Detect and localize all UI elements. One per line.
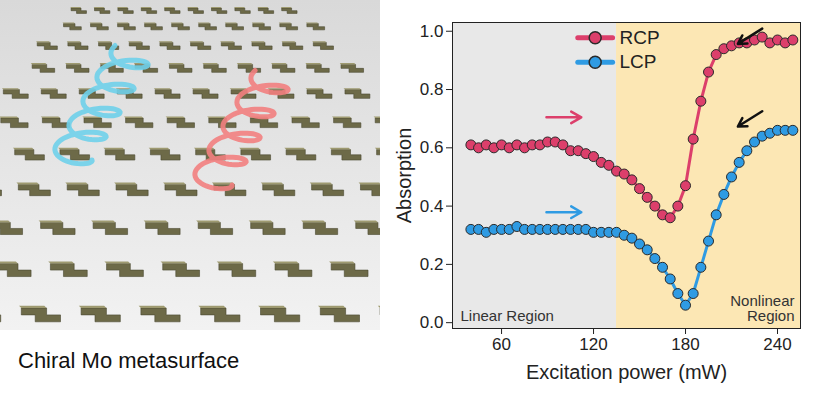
svg-text:Excitation power (mW): Excitation power (mW) bbox=[526, 361, 727, 383]
svg-text:Absorption: Absorption bbox=[393, 128, 415, 224]
svg-text:LCP: LCP bbox=[620, 51, 657, 72]
svg-text:0.4: 0.4 bbox=[420, 197, 444, 216]
svg-text:1.0: 1.0 bbox=[420, 22, 444, 41]
svg-text:0.8: 0.8 bbox=[420, 80, 444, 99]
svg-text:0.2: 0.2 bbox=[420, 255, 444, 274]
html-text:Chiral Mo metasurface: Chiral Mo metasurface bbox=[18, 348, 240, 373]
svg-text:0.6: 0.6 bbox=[420, 138, 444, 157]
svg-text:RCP: RCP bbox=[620, 27, 660, 48]
svg-text:180: 180 bbox=[671, 335, 699, 354]
svg-text:240: 240 bbox=[763, 335, 791, 354]
svg-text:0.0: 0.0 bbox=[420, 313, 444, 332]
svg-text:120: 120 bbox=[579, 335, 607, 354]
svg-text:NonlinearRegion: NonlinearRegion bbox=[730, 292, 794, 324]
svg-text:60: 60 bbox=[492, 335, 511, 354]
svg-text:Linear Region: Linear Region bbox=[461, 307, 554, 324]
